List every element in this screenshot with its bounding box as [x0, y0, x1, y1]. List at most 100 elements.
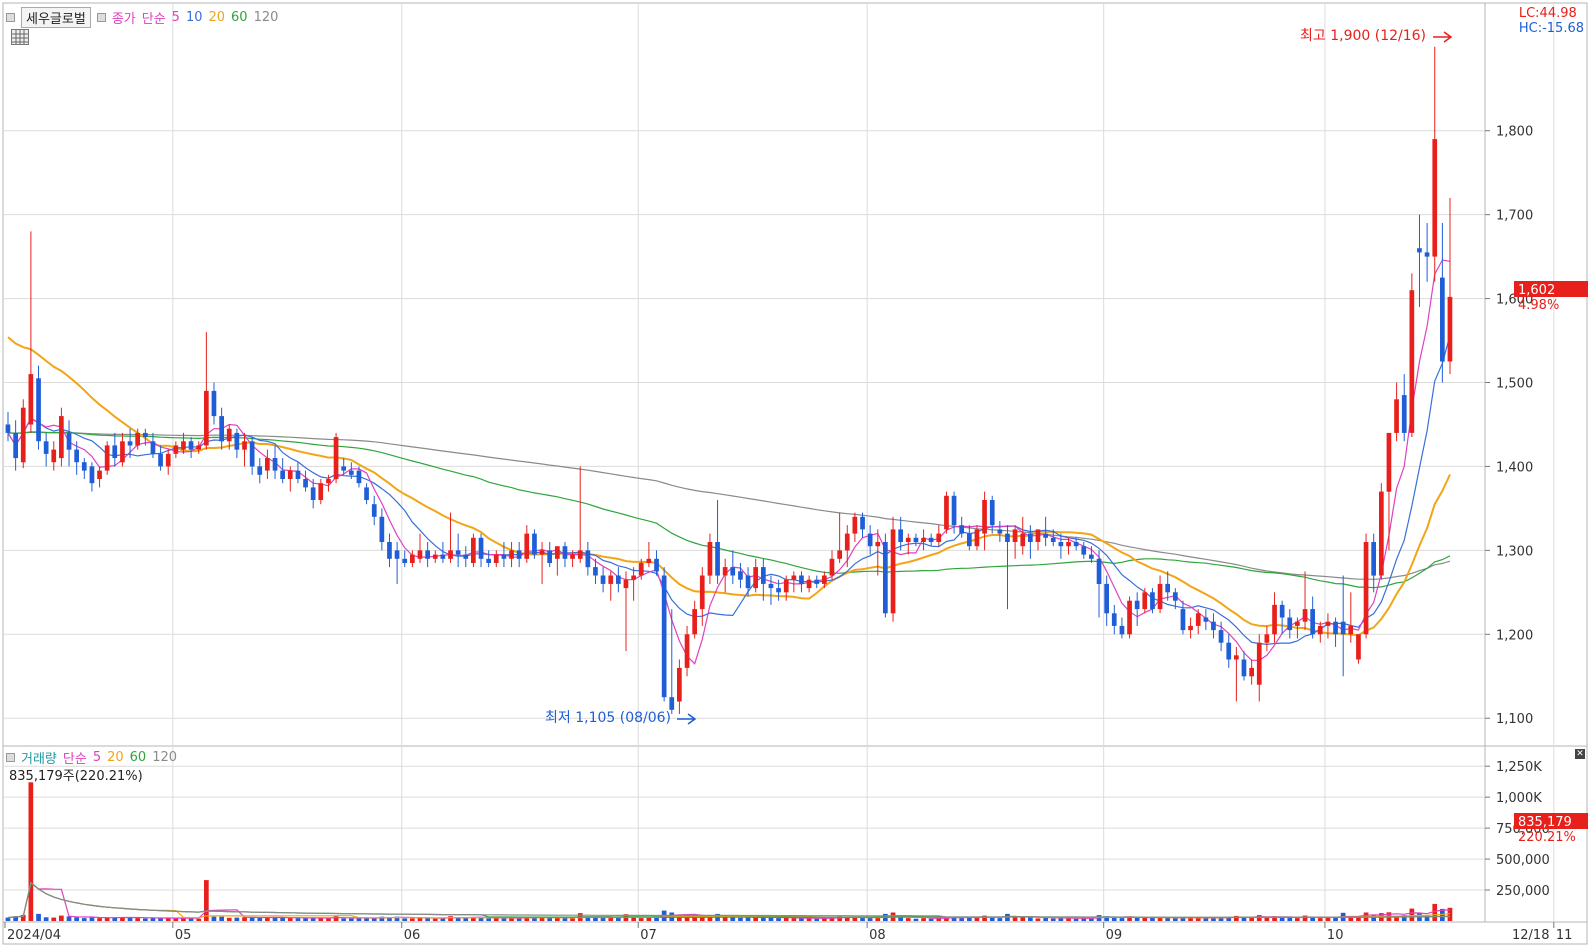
volume-bar: [1432, 903, 1438, 921]
candles: [5, 46, 1453, 715]
candle-body: [20, 407, 26, 463]
candle-body: [120, 441, 125, 463]
candle-body: [1409, 290, 1415, 433]
volume-bar: [1348, 916, 1354, 921]
candle-body: [1333, 621, 1338, 635]
candle-body: [928, 537, 934, 542]
volume-bar: [654, 917, 659, 921]
date-label: 11: [1556, 928, 1573, 943]
candle-body: [463, 554, 469, 559]
candle-body: [1325, 621, 1331, 626]
candle-body: [188, 441, 194, 450]
volume-bar: [143, 918, 148, 921]
volume-bar: [959, 918, 964, 921]
candle-body: [478, 537, 484, 559]
candle-body: [196, 445, 202, 450]
candle-body: [341, 466, 346, 471]
volume-bar: [13, 916, 18, 921]
candle-body: [74, 449, 79, 463]
candle-body: [287, 470, 293, 479]
volume-bar: [1424, 915, 1430, 921]
volume-bar: [509, 917, 514, 921]
candle-body: [1028, 533, 1033, 542]
volume-bar: [1310, 916, 1315, 921]
candle-body: [1211, 621, 1216, 631]
volume-bar: [989, 917, 995, 921]
ma60-line: [7, 431, 1451, 589]
ma5-line: [7, 259, 1451, 665]
volume-bars: [5, 782, 1453, 921]
candle-body: [1256, 642, 1262, 685]
ma20-line: [7, 336, 1451, 637]
candle-body: [997, 529, 1003, 534]
volume-bar: [242, 917, 247, 921]
candle-body: [1096, 558, 1102, 584]
candle-body: [417, 550, 423, 559]
ma60-line: [7, 431, 1451, 589]
low-arrow-icon: [677, 713, 697, 725]
volume-bar: [745, 917, 751, 921]
volume-bar: [1218, 917, 1224, 921]
candle-body: [1119, 625, 1125, 635]
candle-body: [493, 554, 499, 563]
candle-body: [631, 575, 636, 580]
candle-body: [1317, 625, 1323, 635]
candle-body: [1203, 617, 1209, 622]
volume-bar: [1317, 918, 1323, 921]
volume-bar: [730, 917, 736, 921]
candle-body: [295, 470, 301, 479]
volume-bar: [967, 917, 972, 921]
volume-bar: [295, 918, 301, 921]
candle-body: [982, 500, 987, 534]
candle-body: [814, 579, 820, 584]
candle-body: [776, 588, 781, 593]
volume-bar: [1325, 917, 1331, 921]
volume-legend-square-icon[interactable]: [6, 753, 15, 762]
volume-bar: [699, 915, 705, 921]
volume-bar: [837, 916, 842, 921]
candle-body: [692, 609, 697, 635]
volume-bar: [1264, 917, 1270, 921]
volume-bar: [59, 915, 64, 921]
candle-body: [1356, 634, 1361, 660]
annotations: 최고 1,900 (12/16) 최저 1,105 (08/06): [545, 28, 1453, 726]
volume-bar: [799, 918, 804, 921]
ma-period-120: 120: [253, 10, 279, 25]
candle-body: [135, 432, 140, 446]
candle-body: [1363, 542, 1369, 635]
candle-body: [783, 579, 789, 593]
price-tick-label: 1,700: [1496, 209, 1533, 224]
volume-bar: [753, 917, 758, 921]
table-grid-icon[interactable]: [11, 29, 29, 45]
candle-body: [1012, 529, 1018, 542]
volume-bar: [814, 918, 820, 921]
price-axis-frame: [1484, 2, 1588, 747]
stock-name[interactable]: 세우글로벌: [21, 7, 91, 28]
candle-body: [1218, 630, 1224, 643]
volume-bar: [287, 917, 293, 921]
price-tick-label: 1,800: [1496, 125, 1533, 140]
volume-bar: [440, 918, 446, 921]
candle-body: [51, 449, 57, 463]
candle-body: [883, 542, 888, 614]
candle-body: [150, 441, 156, 454]
volume-bar: [280, 917, 285, 921]
candle-body: [371, 504, 377, 517]
volume-bar: [1127, 916, 1132, 921]
price-tag-value: 1,602: [1518, 283, 1555, 298]
close-icon[interactable]: ✕: [1575, 749, 1585, 759]
candle-body: [43, 441, 49, 454]
volume-bar: [997, 918, 1003, 921]
candle-body: [379, 516, 385, 542]
axis-labels: 1,1001,2001,3001,4001,5001,6001,7001,800…: [4, 125, 1573, 943]
high-annotation: 최고 1,900 (12/16): [1300, 28, 1426, 44]
candle-body: [257, 466, 263, 475]
volume-bar: [349, 918, 354, 921]
candle-body: [1401, 395, 1407, 433]
candle-body: [5, 424, 11, 433]
candle-body: [677, 667, 682, 702]
volume-bar: [1028, 917, 1033, 921]
candle-body: [829, 558, 835, 576]
collapse-square-icon[interactable]: [6, 13, 15, 22]
volume-bar: [768, 917, 774, 921]
